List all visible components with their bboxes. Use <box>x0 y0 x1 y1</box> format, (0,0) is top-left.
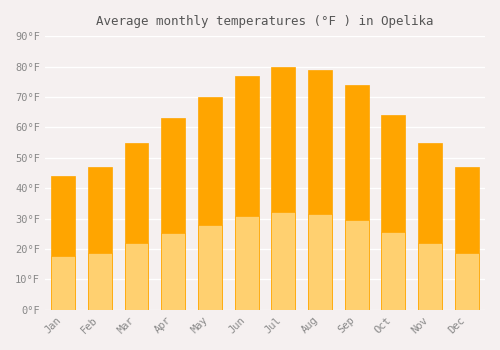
Bar <box>344 85 368 310</box>
Title: Average monthly temperatures (°F ) in Opelika: Average monthly temperatures (°F ) in Op… <box>96 15 434 28</box>
Bar <box>382 115 405 310</box>
Bar <box>88 253 112 310</box>
Bar <box>52 176 75 310</box>
Bar <box>52 256 75 310</box>
Bar <box>308 214 332 310</box>
Bar <box>234 76 258 310</box>
Bar <box>162 233 185 310</box>
Bar <box>88 167 112 310</box>
Bar <box>308 70 332 310</box>
Bar <box>234 216 258 310</box>
Bar <box>198 225 222 310</box>
Bar <box>418 142 442 310</box>
Bar <box>124 142 148 310</box>
Bar <box>272 66 295 310</box>
Bar <box>454 253 478 310</box>
Bar <box>162 118 185 310</box>
Bar <box>344 220 368 310</box>
Bar <box>418 243 442 310</box>
Bar <box>454 167 478 310</box>
Bar <box>198 97 222 310</box>
Bar <box>272 212 295 310</box>
Bar <box>382 232 405 310</box>
Bar <box>124 243 148 310</box>
